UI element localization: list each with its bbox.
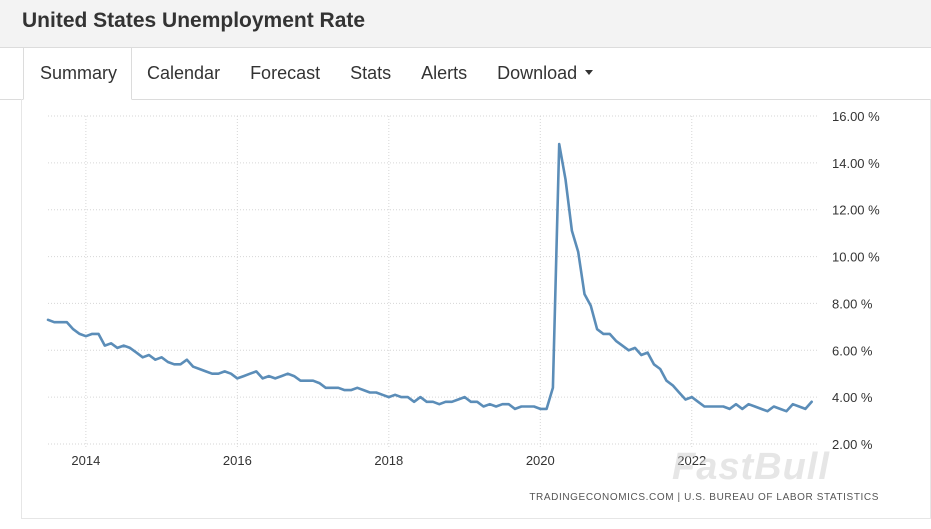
y-tick-label: 2.00 % bbox=[832, 437, 873, 452]
x-tick-label: 2022 bbox=[677, 453, 706, 468]
tab-alerts[interactable]: Alerts bbox=[421, 63, 468, 83]
caret-down-icon bbox=[585, 69, 594, 75]
y-tick-label: 10.00 % bbox=[832, 250, 880, 265]
tab-forecast[interactable]: Forecast bbox=[250, 63, 321, 83]
y-tick-label: 6.00 % bbox=[832, 343, 873, 358]
x-tick-label: 2016 bbox=[223, 453, 252, 468]
series-line-unemployment bbox=[46, 142, 813, 413]
y-tick-label: 12.00 % bbox=[832, 203, 880, 218]
y-tick-label: 14.00 % bbox=[832, 156, 880, 171]
tab-stats[interactable]: Stats bbox=[350, 63, 392, 83]
page-header: United States Unemployment Rate bbox=[0, 0, 931, 48]
tab-summary[interactable]: Summary bbox=[23, 48, 133, 100]
watermark-logo: FastBull bbox=[672, 446, 830, 488]
x-tick-label: 2014 bbox=[71, 453, 100, 468]
y-tick-label: 8.00 % bbox=[832, 296, 873, 311]
y-tick-label: 4.00 % bbox=[832, 390, 873, 405]
tab-calendar[interactable]: Calendar bbox=[147, 63, 221, 83]
tab-bar: Summary Calendar Forecast Stats Alerts D… bbox=[0, 48, 931, 100]
tabs: Summary Calendar Forecast Stats Alerts D… bbox=[23, 48, 608, 100]
source-note: TRADINGECONOMICS.COM | U.S. BUREAU OF LA… bbox=[529, 492, 879, 503]
page-title: United States Unemployment Rate bbox=[22, 9, 366, 32]
x-tick-label: 2020 bbox=[526, 453, 555, 468]
tab-download[interactable]: Download bbox=[482, 48, 608, 99]
tab-download-label: Download bbox=[497, 63, 578, 83]
y-tick-label: 16.00 % bbox=[832, 109, 880, 124]
x-tick-label: 2018 bbox=[374, 453, 403, 468]
